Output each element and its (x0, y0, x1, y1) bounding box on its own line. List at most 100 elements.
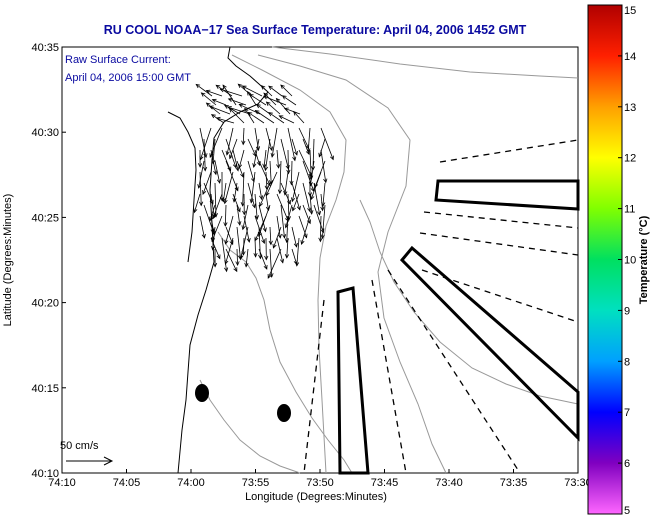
current-vector (211, 98, 227, 106)
bathymetry-contours (199, 46, 579, 474)
y-tick-label: 40:35 (31, 42, 59, 54)
colorbar-tick-label: 9 (624, 305, 630, 317)
current-vector (300, 215, 311, 245)
station-markers (195, 384, 291, 422)
current-vector (210, 237, 221, 260)
y-axis: 40:10 40:15 40:20 40:25 40:30 40:35 (31, 42, 66, 480)
current-vector (205, 102, 221, 115)
y-axis-title: Latitude (Degrees:Minutes) (2, 194, 14, 327)
current-vector (280, 204, 287, 239)
current-vector (262, 95, 287, 106)
current-vector (242, 193, 247, 216)
current-vector (248, 93, 267, 106)
x-tick-label: 73:30 (564, 477, 592, 489)
colorbar-tick-label: 10 (624, 255, 636, 267)
current-vector (219, 88, 243, 97)
current-vector (227, 98, 247, 106)
current-vector (320, 127, 334, 161)
current-vector (291, 171, 300, 203)
current-vector (291, 226, 298, 248)
current-vector (195, 83, 213, 97)
current-vector (225, 127, 234, 156)
current-vector (267, 248, 282, 279)
current-vector (302, 138, 310, 156)
current-vector (225, 248, 238, 273)
current-vector (283, 107, 301, 115)
current-vector (236, 160, 244, 178)
current-vector (260, 85, 273, 97)
vector-scale-arrowhead (103, 456, 114, 466)
current-vector (241, 237, 246, 256)
x-tick-label: 73:45 (371, 477, 399, 489)
current-vector (272, 226, 282, 249)
current-vector (211, 226, 216, 251)
current-vector (275, 97, 291, 115)
current-vector (298, 215, 308, 239)
colorbar-tick-label: 5 (624, 505, 630, 517)
surface-current-vectors (193, 83, 334, 279)
current-vector (212, 193, 223, 220)
current-vector (221, 237, 229, 273)
sampling-regions (303, 139, 580, 475)
y-tick-label: 40:20 (31, 298, 59, 310)
current-vector (203, 138, 208, 172)
y-tick-label: 40:30 (31, 127, 59, 139)
current-vector (254, 109, 275, 124)
current-vector (229, 138, 238, 160)
current-vector (199, 171, 204, 207)
current-vector (291, 182, 301, 211)
current-vector (268, 160, 274, 185)
x-tick-label: 73:40 (435, 477, 463, 489)
current-vector (253, 237, 258, 258)
current-vector (291, 138, 298, 156)
current-vector (270, 127, 278, 158)
current-vector (193, 193, 201, 214)
colorbar-tick-label: 11 (624, 204, 635, 216)
x-tick-label: 74:10 (48, 477, 76, 489)
x-tick-label: 73:35 (500, 477, 528, 489)
current-vector (202, 171, 212, 195)
vector-scale-label: 50 cm/s (60, 440, 99, 452)
current-vector (243, 215, 251, 243)
region-box-diagonal (399, 245, 580, 442)
current-vector (224, 215, 234, 245)
current-vector (258, 248, 268, 270)
current-vector (215, 116, 235, 124)
current-vector (205, 89, 223, 97)
current-vector (200, 92, 217, 106)
current-vector (289, 160, 294, 186)
current-vector (269, 248, 274, 278)
current-vector (241, 204, 249, 231)
current-vector (244, 107, 255, 124)
temperature-colorbar: 5 6 7 8 9 10 11 12 13 14 15 (587, 4, 636, 517)
current-vector (268, 85, 283, 97)
current-vector (224, 237, 234, 265)
colorbar-tick-label: 14 (624, 51, 636, 63)
colorbar-tick-label: 6 (624, 458, 630, 470)
colorbar-tick-label: 7 (624, 407, 630, 419)
current-vector (197, 149, 203, 168)
current-vector (280, 84, 293, 97)
current-vector (286, 149, 291, 175)
current-vector (232, 149, 240, 172)
current-vector (214, 160, 221, 184)
current-vector (258, 160, 271, 187)
current-vector (199, 215, 206, 239)
current-vector (255, 103, 271, 115)
current-vector (203, 182, 214, 205)
current-vector (247, 111, 265, 124)
colorbar-title: Temperature (°C) (638, 215, 650, 304)
current-vector (247, 182, 256, 209)
x-tick-label: 74:05 (113, 477, 141, 489)
current-vector (258, 204, 267, 233)
current-vector (239, 226, 249, 260)
current-vector (265, 127, 273, 152)
current-vector (210, 149, 218, 176)
x-tick-label: 73:50 (306, 477, 334, 489)
station-marker-north (195, 384, 209, 402)
current-vector (222, 84, 237, 106)
y-tick-label: 40:10 (31, 468, 59, 480)
current-vector (283, 171, 289, 196)
current-vector (235, 248, 240, 267)
